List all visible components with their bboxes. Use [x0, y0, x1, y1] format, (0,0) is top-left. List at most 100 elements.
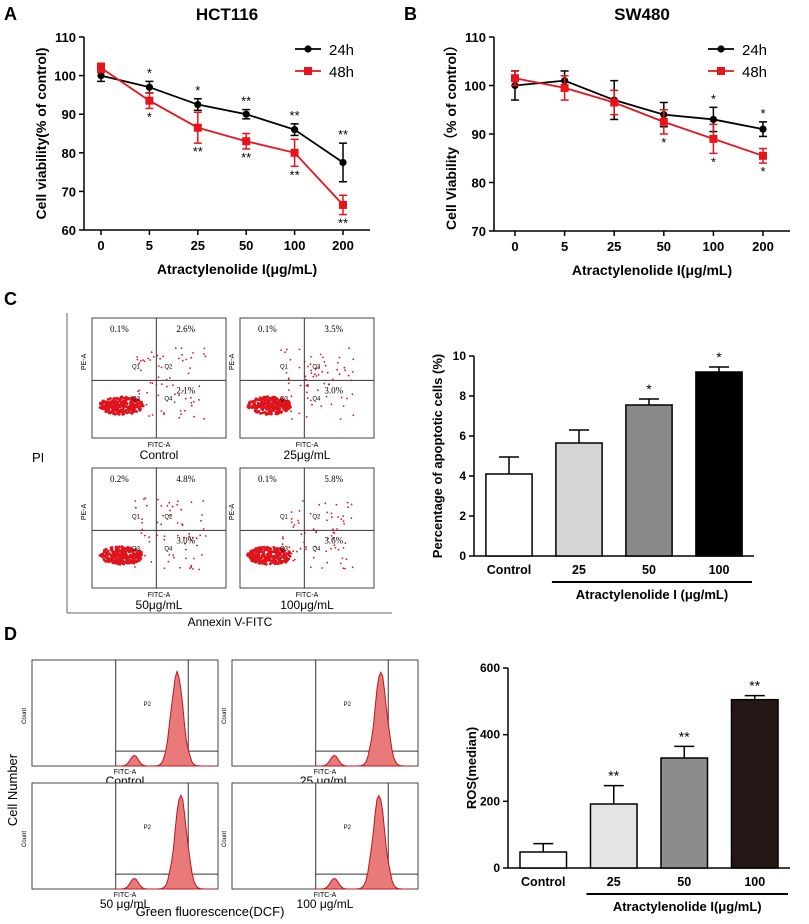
cell-dot: [332, 537, 335, 540]
dot-plot-y-label: PE-A: [81, 354, 88, 371]
cell-dot: [123, 399, 127, 402]
cell-dot: [135, 560, 139, 563]
chart-title: SW480: [614, 5, 670, 24]
cell-dot: [195, 537, 198, 540]
cell-dot: [298, 366, 301, 369]
cell-dot: [342, 520, 345, 523]
quadrant-q4-label: Q4: [164, 546, 173, 552]
cell-dot: [336, 368, 338, 371]
cell-dot: [181, 354, 184, 356]
cell-dot: [305, 378, 307, 381]
cell-dot: [350, 517, 353, 519]
cell-dot: [253, 548, 256, 552]
data-point-48h: [659, 117, 668, 126]
cell-dot: [312, 528, 315, 531]
cell-dot: [152, 356, 155, 358]
cell-dot: [190, 402, 193, 404]
cell-dot: [323, 361, 326, 363]
cell-dot: [258, 556, 262, 560]
cell-dot: [181, 359, 184, 362]
y-tick-label: 110: [55, 30, 76, 45]
cell-dot: [287, 382, 290, 385]
cell-dot: [102, 558, 106, 562]
cell-dot: [140, 369, 142, 372]
cell-dot: [187, 372, 190, 375]
histogram-y-label: Count: [222, 831, 228, 847]
cell-dot: [101, 401, 105, 405]
cell-dot: [159, 357, 162, 360]
cell-dot: [141, 405, 143, 408]
data-point-24h: [194, 100, 202, 109]
cell-dot: [283, 405, 286, 408]
cell-dot: [260, 402, 264, 406]
cell-dot: [251, 400, 255, 403]
x-tick-label: 25: [572, 563, 586, 577]
cell-dot: [144, 554, 146, 557]
cell-dot: [161, 383, 163, 385]
y-axis-label: ROS(median): [464, 727, 479, 809]
cell-dot: [318, 503, 321, 506]
cell-dot: [254, 399, 257, 403]
cell-dot: [138, 362, 141, 365]
data-point-48h: [610, 98, 619, 107]
gate-label: P2: [144, 702, 152, 708]
cell-dot: [266, 395, 269, 399]
cell-dot: [298, 348, 301, 351]
cell-dot: [285, 348, 288, 351]
data-point-48h: [97, 63, 105, 72]
cell-dot: [290, 511, 293, 513]
cell-dot: [188, 536, 191, 538]
cell-dot: [129, 399, 133, 403]
gate-label: P2: [344, 825, 352, 831]
bar-25: [555, 442, 603, 557]
cell-dot: [111, 407, 115, 410]
cell-dot: [301, 500, 304, 502]
y-axis-label: Cell Viability（% of control）: [443, 38, 459, 230]
cell-dot: [307, 365, 309, 368]
cell-dot: [112, 412, 115, 415]
cell-dot: [273, 556, 277, 560]
histogram-y-label: Count: [222, 708, 228, 724]
cell-dot: [168, 514, 171, 517]
cell-dot: [325, 550, 328, 553]
quadrant-q1-label: Q1: [280, 514, 289, 520]
significance-label: *: [661, 135, 666, 150]
cell-dot: [137, 390, 139, 393]
cell-dot: [256, 404, 259, 408]
cell-dot: [192, 568, 194, 570]
cell-dot: [280, 349, 283, 351]
cell-dot: [203, 347, 206, 350]
significance-label: **: [338, 216, 348, 231]
cell-dot: [262, 554, 266, 558]
bar-25: [589, 803, 638, 869]
cell-dot: [336, 528, 338, 530]
cell-dot: [347, 506, 349, 509]
significance-label: **: [193, 144, 203, 159]
cell-dot: [178, 394, 181, 397]
y-tick-label: 2: [459, 509, 466, 523]
cell-dot: [176, 503, 179, 506]
cell-dot: [179, 566, 181, 569]
cell-dot: [98, 554, 102, 557]
cell-dot: [337, 548, 340, 551]
x-axis-label: Atractylenolide I(μg/mL): [572, 262, 732, 278]
legend-marker-24h: [304, 45, 312, 53]
cell-dot: [273, 396, 277, 400]
cell-dot: [263, 411, 266, 414]
cell-dot: [134, 506, 137, 509]
cell-dot: [122, 552, 126, 556]
chart-title: HCT116: [196, 5, 258, 24]
cell-dot: [257, 409, 261, 413]
cell-dot: [320, 405, 323, 407]
y-tick-label: 0: [459, 549, 466, 563]
cell-dot: [106, 549, 110, 553]
dot-plot-caption: Control: [140, 448, 179, 462]
histogram-frame: [31, 659, 219, 767]
cell-dot: [292, 526, 295, 528]
cell-dot: [275, 562, 279, 565]
dot-plot-caption: 25μg/mL: [284, 448, 331, 462]
dot-plot-frame: [91, 467, 227, 589]
cell-dot: [127, 550, 131, 553]
legend-label-24h: 24h: [742, 42, 767, 59]
